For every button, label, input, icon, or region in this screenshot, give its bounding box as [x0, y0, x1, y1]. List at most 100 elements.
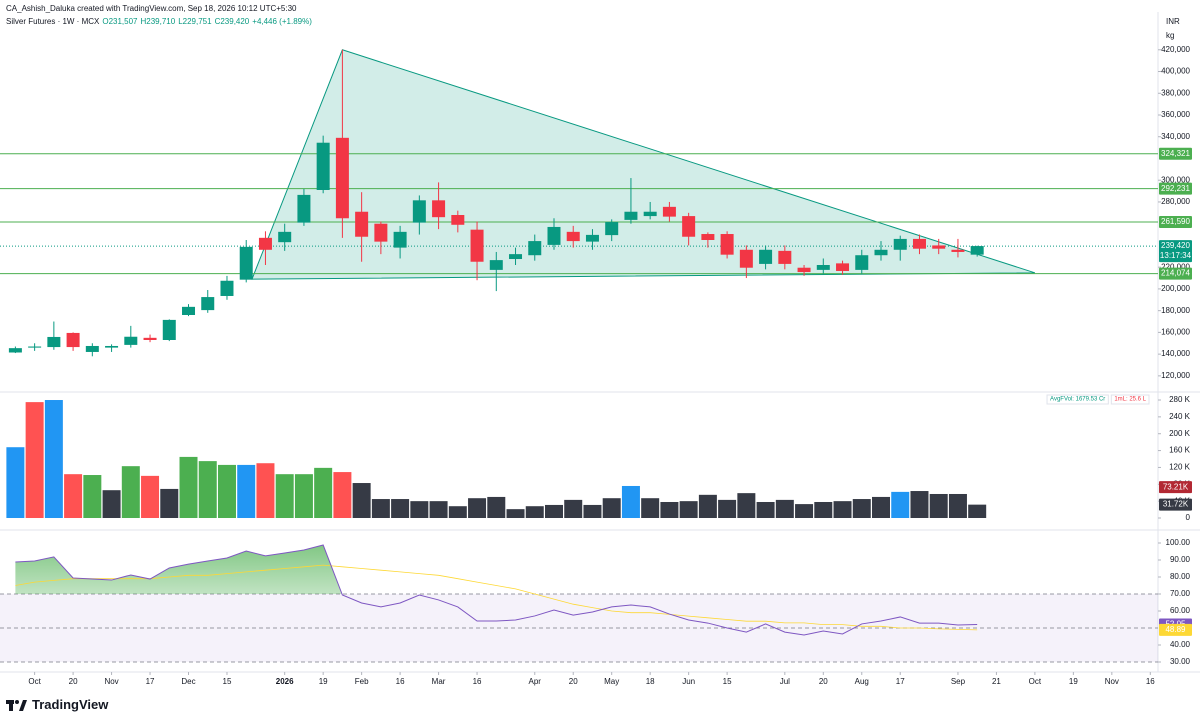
- price-badge: [1159, 182, 1192, 195]
- y-tick-label: 0: [1186, 513, 1191, 522]
- candle-body: [162, 319, 176, 340]
- currency: INR: [1166, 17, 1180, 26]
- y-tick-label: 120 K: [1169, 463, 1191, 472]
- volume-bar: [756, 501, 775, 519]
- y-tick-label: 140,000: [1161, 349, 1190, 358]
- x-tick-label: Mar: [432, 677, 446, 686]
- candle-body: [297, 194, 311, 223]
- volume-stat-box: [1046, 394, 1109, 405]
- volume-bar: [737, 493, 756, 519]
- y-tick-label: 180,000: [1161, 306, 1190, 315]
- volume-bar: [468, 498, 487, 519]
- volume-bar: [968, 504, 987, 519]
- volume-bar: [564, 499, 583, 519]
- candle-body: [893, 238, 907, 250]
- volume-bar: [237, 464, 256, 519]
- volume-bar: [872, 496, 891, 519]
- volume-bar: [621, 485, 640, 519]
- volume-bar: [102, 490, 121, 519]
- volume-bar: [660, 501, 679, 519]
- candle-body: [739, 249, 753, 268]
- overbought-fill: [15, 545, 343, 594]
- x-tick-label: Apr: [529, 677, 542, 686]
- x-tick-label: 16: [473, 677, 482, 686]
- y-tick-label: 80.00: [1170, 572, 1191, 581]
- volume-bar: [583, 504, 602, 519]
- y-tick-label: 420,000: [1161, 45, 1190, 54]
- x-tick-label: Feb: [355, 677, 369, 686]
- brand: TradingView: [6, 697, 108, 712]
- legend-value: L229,751: [178, 17, 212, 26]
- volume-bar: [64, 474, 83, 519]
- volume-bar: [198, 461, 217, 519]
- y-tick-label: 160,000: [1161, 328, 1190, 337]
- y-tick-label: 360,000: [1161, 110, 1190, 119]
- candle-body: [624, 211, 638, 220]
- volume-bar: [910, 491, 929, 519]
- volume-stat-text: AvgFVol: 1679.53 Cr: [1050, 397, 1105, 403]
- candle-body: [701, 234, 715, 240]
- x-tick-label: Dec: [181, 677, 195, 686]
- x-tick-label: 20: [819, 677, 828, 686]
- brand-logo: [6, 699, 27, 711]
- candle-body: [720, 234, 734, 255]
- y-tick-label: 200 K: [1169, 429, 1191, 438]
- candle-body: [28, 346, 42, 348]
- legend-value: +4,446 (+1.89%): [252, 17, 312, 26]
- x-tick-label: 17: [146, 677, 155, 686]
- candle-body: [778, 250, 792, 264]
- volume-bar: [775, 499, 794, 519]
- volume-bar: [525, 506, 544, 519]
- candle-body: [451, 215, 465, 225]
- price-badge-label: 324,321: [1161, 149, 1190, 158]
- candle-body: [470, 229, 484, 262]
- candle-body: [258, 237, 272, 250]
- x-tick-label: 15: [723, 677, 732, 686]
- volume-bar: [718, 499, 737, 519]
- volume-bar: [641, 498, 660, 519]
- volume-bar: [448, 506, 467, 519]
- volume-bar: [25, 402, 44, 519]
- price-badge: [1159, 147, 1192, 160]
- candle-body: [220, 280, 234, 296]
- volume-bar: [371, 499, 390, 519]
- candle-body: [951, 249, 965, 252]
- volume-bar: [410, 501, 429, 519]
- volume-bar: [602, 498, 621, 519]
- candle-body: [836, 263, 850, 271]
- price-badge-label: 48.89: [1165, 625, 1186, 634]
- y-tick-label: 70.00: [1170, 589, 1191, 598]
- candle-body: [182, 306, 196, 315]
- volume-bar: [833, 501, 852, 519]
- candle-body: [489, 260, 503, 270]
- countdown: 13:17:34: [1160, 251, 1192, 260]
- rsi-band: [0, 593, 1158, 663]
- y-tick-label: 60.00: [1170, 606, 1191, 615]
- candle-body: [643, 211, 657, 217]
- brand-name: TradingView: [32, 697, 109, 712]
- candle-body: [797, 267, 811, 273]
- candle-body: [374, 223, 388, 242]
- volume-bar: [217, 464, 236, 519]
- candle-body: [278, 231, 292, 243]
- volume-bar: [314, 467, 333, 519]
- candle-body: [662, 206, 676, 217]
- x-tick-label: 17: [896, 677, 905, 686]
- candle-body: [682, 216, 696, 237]
- y-tick-label: 400,000: [1161, 67, 1190, 76]
- candle-body: [239, 246, 253, 280]
- candle-body: [912, 238, 926, 249]
- symbol-legend: Silver Futures · 1W · MCX O231,507 H239,71…: [6, 17, 312, 26]
- volume-bar: [544, 504, 563, 519]
- volume-bar: [6, 447, 25, 519]
- price-badge: [1159, 481, 1192, 494]
- volume-bar: [83, 475, 102, 519]
- x-tick-label: Aug: [855, 677, 869, 686]
- x-tick-label: 15: [223, 677, 232, 686]
- price-badge-label: 261,590: [1161, 217, 1190, 226]
- price-badge: [1159, 267, 1192, 280]
- candle-body: [970, 246, 984, 255]
- candle-body: [412, 200, 426, 223]
